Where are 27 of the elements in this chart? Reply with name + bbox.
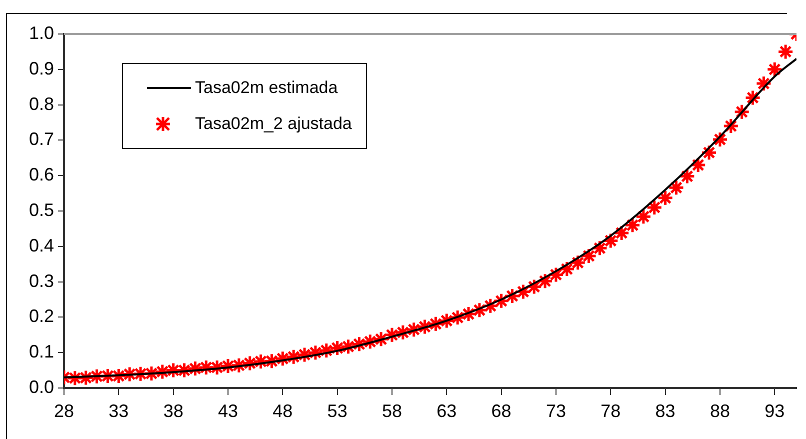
y-tick-label: 0.1	[28, 342, 54, 362]
x-tick-label: 78	[600, 400, 621, 421]
y-tick-label: 0.6	[28, 164, 54, 185]
x-tick-label: 28	[54, 400, 74, 421]
legend-label: Tasa02m estimada	[195, 78, 338, 98]
x-tick-label: 58	[382, 400, 402, 421]
x-tick-label: 33	[108, 400, 129, 421]
y-tick-label: 0.7	[28, 129, 54, 150]
x-tick-label: 83	[655, 400, 676, 421]
y-tick-label: 0.2	[28, 306, 54, 326]
y-tick-label: 0.3	[28, 270, 54, 291]
x-tick-label: 88	[710, 400, 730, 421]
y-tick-label: 0.5	[28, 200, 54, 220]
y-tick-label: 0.4	[28, 235, 54, 256]
x-tick-label: 68	[491, 400, 512, 421]
x-tick-label: 63	[436, 400, 457, 421]
legend-label: Tasa02m_2 ajustada	[195, 114, 352, 134]
y-tick-label: 1.0	[28, 22, 54, 43]
x-tick-label: 73	[546, 400, 566, 421]
x-tick-label: 48	[272, 400, 293, 421]
y-tick-label: 0.8	[28, 94, 54, 114]
x-tick-label: 43	[218, 400, 238, 421]
x-tick-label: 38	[163, 400, 184, 421]
x-tick-label: 93	[764, 400, 785, 421]
x-tick-label: 53	[327, 400, 348, 421]
y-tick-label: 0.0	[28, 376, 54, 397]
y-tick-label: 0.9	[28, 58, 54, 78]
